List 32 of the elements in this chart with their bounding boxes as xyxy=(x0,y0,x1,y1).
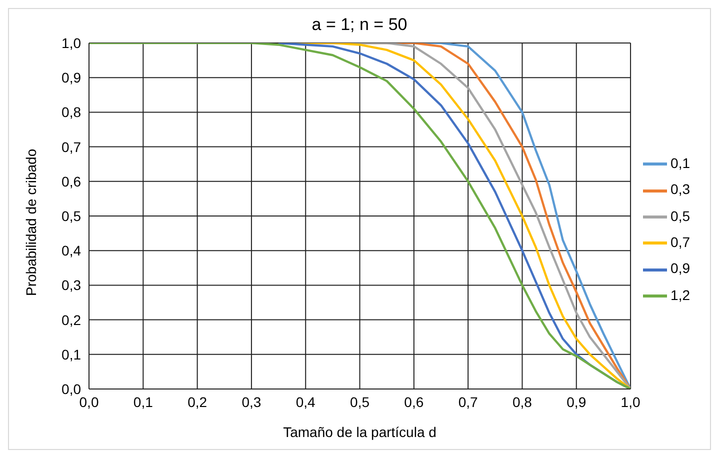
x-tick-label: 0,9 xyxy=(566,394,586,410)
y-tick-label: 0,1 xyxy=(62,346,82,362)
legend-label: 0,1 xyxy=(670,155,690,172)
x-tick-label: 0,5 xyxy=(350,394,370,410)
y-tick-label: 0,7 xyxy=(62,138,82,155)
legend-label: 0,7 xyxy=(670,234,690,250)
x-tick-label: 0,8 xyxy=(512,394,532,410)
x-tick-label: 0,3 xyxy=(242,394,262,410)
x-axis-title: Tamaño de la partícula d xyxy=(283,424,436,440)
x-tick-label: 0,2 xyxy=(188,394,208,410)
y-tick-label: 1,0 xyxy=(62,34,82,51)
y-tick-label: 0,6 xyxy=(62,173,82,190)
legend-label: 1,2 xyxy=(670,286,690,303)
y-tick-label: 0,3 xyxy=(62,277,82,294)
y-tick-label: 0,5 xyxy=(62,208,82,224)
x-tick-label: 0,7 xyxy=(458,394,478,410)
y-tick-label: 0,9 xyxy=(62,70,82,86)
y-tick-label: 0,4 xyxy=(62,242,82,259)
legend-label: 0,3 xyxy=(670,181,690,198)
legend-label: 0,9 xyxy=(670,260,690,276)
x-tick-label: 0,4 xyxy=(296,394,316,410)
x-tick-label: 0,1 xyxy=(133,394,154,410)
x-tick-label: 0,0 xyxy=(79,394,99,410)
x-tick-label: 1,0 xyxy=(620,394,640,410)
y-tick-label: 0,8 xyxy=(62,104,82,120)
y-axis-title: Probabilidad de cribado xyxy=(22,148,39,296)
legend-label: 0,5 xyxy=(670,208,690,224)
chart-title: a = 1; n = 50 xyxy=(310,15,408,35)
y-tick-label: 0,2 xyxy=(62,312,82,328)
y-tick-label: 0,0 xyxy=(62,380,82,397)
x-tick-label: 0,6 xyxy=(404,394,424,410)
line-series xyxy=(89,43,631,389)
